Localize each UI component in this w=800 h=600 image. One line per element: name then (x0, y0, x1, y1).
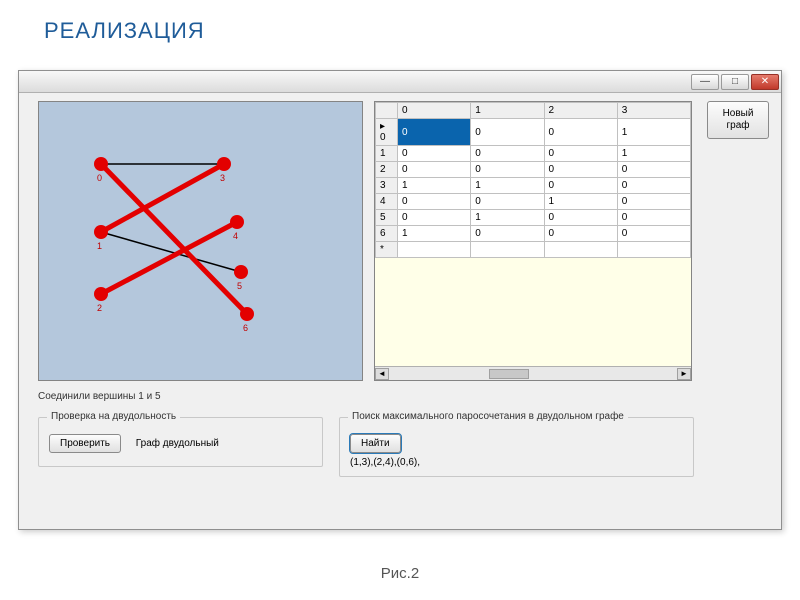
graph-edge (101, 164, 224, 232)
grid-cell[interactable]: 0 (544, 226, 617, 242)
grid-cell[interactable]: 0 (471, 119, 544, 146)
matching-group: Поиск максимального паросочетания в двуд… (339, 417, 694, 477)
bipartite-check-group: Проверка на двудольность Проверить Граф … (38, 417, 323, 467)
grid-cell[interactable]: 0 (398, 119, 471, 146)
minimize-button[interactable]: — (691, 74, 719, 90)
grid-cell[interactable]: 1 (471, 178, 544, 194)
column-header[interactable]: 2 (544, 103, 617, 119)
grid-cell[interactable]: 0 (398, 162, 471, 178)
graph-node-label: 3 (220, 173, 225, 183)
grid-cell[interactable]: 0 (544, 178, 617, 194)
grid-cell[interactable]: 1 (617, 146, 690, 162)
graph-node-label: 2 (97, 303, 102, 313)
matching-result: (1,3),(2,4),(0,6), (350, 457, 683, 468)
adjacency-table[interactable]: 0123▸ 0000110001200003110040010501006100… (375, 102, 691, 258)
grid-cell[interactable]: 0 (398, 210, 471, 226)
titlebar: — □ ✕ (19, 71, 781, 93)
find-button[interactable]: Найти (350, 434, 401, 453)
grid-cell[interactable] (471, 242, 544, 258)
grid-cell[interactable]: 1 (544, 194, 617, 210)
status-text: Соединили вершины 1 и 5 (38, 391, 161, 402)
graph-svg: 0 1 2 3 4 5 6 (39, 102, 362, 380)
grid-cell[interactable]: 0 (544, 210, 617, 226)
matrix-grid[interactable]: 0123▸ 0000110001200003110040010501006100… (374, 101, 692, 381)
grid-cell[interactable]: 0 (617, 194, 690, 210)
matching-group-title: Поиск максимального паросочетания в двуд… (348, 411, 628, 422)
graph-node-label: 6 (243, 323, 248, 333)
grid-cell[interactable]: 0 (544, 146, 617, 162)
row-header[interactable]: 4 (376, 194, 398, 210)
maximize-button[interactable]: □ (721, 74, 749, 90)
row-header[interactable]: 5 (376, 210, 398, 226)
bipartite-result: Граф двудольный (136, 438, 219, 449)
grid-cell[interactable]: 1 (471, 210, 544, 226)
column-header[interactable]: 1 (471, 103, 544, 119)
grid-cell[interactable] (617, 242, 690, 258)
new-row-marker[interactable]: * (376, 242, 398, 258)
graph-node-label: 0 (97, 173, 102, 183)
page-title: РЕАЛИЗАЦИЯ (0, 0, 800, 52)
bipartite-group-title: Проверка на двудольность (47, 411, 180, 422)
column-header[interactable]: 0 (398, 103, 471, 119)
graph-node[interactable] (94, 225, 108, 239)
row-header[interactable]: 3 (376, 178, 398, 194)
grid-cell[interactable]: 0 (398, 146, 471, 162)
grid-cell[interactable]: 0 (617, 210, 690, 226)
grid-cell[interactable]: 0 (471, 162, 544, 178)
graph-node-label: 1 (97, 241, 102, 251)
horizontal-scrollbar[interactable]: ◄ ► (375, 366, 691, 380)
scroll-right-icon[interactable]: ► (677, 368, 691, 380)
window-body: 0123456 0123▸ 00001100012000031100400105… (19, 93, 781, 529)
row-header[interactable]: 1 (376, 146, 398, 162)
new-graph-label: Новый граф (723, 108, 754, 132)
check-button[interactable]: Проверить (49, 434, 121, 453)
graph-node[interactable] (230, 215, 244, 229)
grid-cell[interactable]: 1 (617, 119, 690, 146)
row-header[interactable]: ▸ 0 (376, 119, 398, 146)
grid-cell[interactable] (398, 242, 471, 258)
grid-cell[interactable]: 1 (398, 226, 471, 242)
row-header[interactable]: 2 (376, 162, 398, 178)
row-header[interactable]: 6 (376, 226, 398, 242)
grid-cell[interactable]: 0 (471, 146, 544, 162)
column-header[interactable]: 3 (617, 103, 690, 119)
scroll-left-icon[interactable]: ◄ (375, 368, 389, 380)
graph-node-label: 5 (237, 281, 242, 291)
close-button[interactable]: ✕ (751, 74, 779, 90)
new-graph-button[interactable]: Новый граф (707, 101, 769, 139)
grid-corner (376, 103, 398, 119)
grid-cell[interactable]: 0 (471, 194, 544, 210)
grid-cell[interactable] (544, 242, 617, 258)
grid-cell[interactable]: 0 (544, 119, 617, 146)
scroll-thumb[interactable] (489, 369, 529, 379)
grid-cell[interactable]: 0 (617, 162, 690, 178)
graph-node[interactable] (94, 287, 108, 301)
app-window: — □ ✕ 0123456 0123▸ 00001100012000031100… (18, 70, 782, 530)
grid-cell[interactable]: 0 (544, 162, 617, 178)
graph-node[interactable] (240, 307, 254, 321)
graph-canvas[interactable]: 0 1 2 3 4 5 6 (38, 101, 363, 381)
grid-cell[interactable]: 0 (398, 194, 471, 210)
graph-node[interactable] (234, 265, 248, 279)
figure-caption: Рис.2 (0, 565, 800, 582)
grid-cell[interactable]: 0 (617, 178, 690, 194)
grid-cell[interactable]: 1 (398, 178, 471, 194)
graph-node-label: 4 (233, 231, 238, 241)
grid-cell[interactable]: 0 (617, 226, 690, 242)
graph-node[interactable] (217, 157, 231, 171)
grid-cell[interactable]: 0 (471, 226, 544, 242)
graph-node[interactable] (94, 157, 108, 171)
